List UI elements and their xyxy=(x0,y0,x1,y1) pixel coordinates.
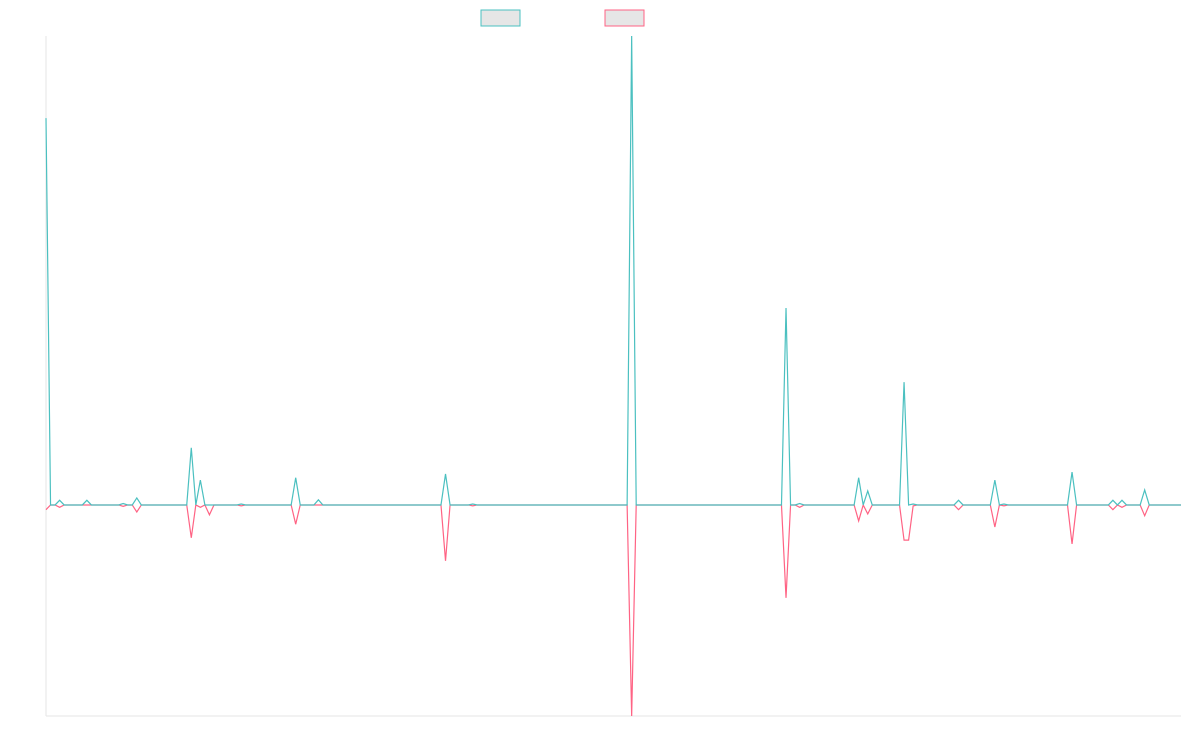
legend-swatch[interactable] xyxy=(480,9,521,27)
series-line xyxy=(45,503,1181,717)
legend-swatch[interactable] xyxy=(604,9,645,27)
series-line xyxy=(45,35,1181,506)
